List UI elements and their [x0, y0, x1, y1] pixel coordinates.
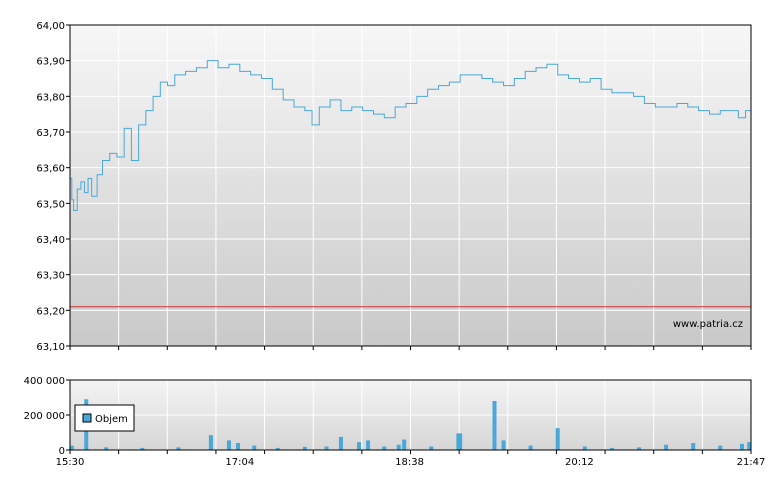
volume-bar	[402, 439, 407, 450]
watermark-text: www.patria.cz	[673, 319, 743, 330]
volume-bar	[226, 440, 231, 450]
price-y-tick-label: 63,10	[36, 342, 65, 353]
volume-bar	[366, 440, 371, 450]
price-y-tick-label: 63,40	[36, 235, 65, 246]
volume-bar	[69, 445, 74, 450]
legend-label: Objem	[95, 414, 128, 425]
volume-bar	[747, 442, 752, 450]
volume-bar	[208, 435, 213, 450]
volume-x-tick-label: 17:04	[225, 457, 254, 468]
volume-bar	[382, 446, 387, 450]
volume-bar	[104, 447, 109, 450]
volume-bar	[528, 445, 533, 450]
volume-bar	[324, 446, 329, 450]
price-y-tick-label: 63,80	[36, 92, 65, 103]
volume-bar	[176, 447, 181, 450]
volume-bar	[555, 428, 560, 450]
volume-y-tick-label: 400 000	[24, 376, 65, 387]
volume-bar	[140, 447, 145, 450]
volume-x-tick-label: 18:38	[395, 457, 424, 468]
volume-x-tick-label: 21:47	[737, 457, 766, 468]
volume-bar	[739, 443, 744, 450]
volume-bar	[275, 447, 280, 450]
volume-bar	[357, 442, 362, 450]
volume-y-axis: 0 200 000 400 000	[24, 376, 70, 457]
volume-bar	[609, 447, 614, 450]
volume-bar	[637, 447, 642, 450]
volume-bar	[501, 440, 506, 450]
price-y-tick-label: 63,90	[36, 57, 65, 68]
price-y-axis: 63,10 63,20 63,30 63,40 63,50 63,60 63,70 63,80…	[36, 21, 70, 353]
volume-x-axis: 15:30 17:04 18:38 20:12 21:47	[56, 450, 766, 468]
volume-bar	[664, 444, 669, 450]
volume-bar	[338, 436, 343, 450]
volume-bar	[691, 443, 696, 450]
volume-grid	[70, 380, 751, 450]
volume-bar	[252, 445, 257, 450]
price-x-ticks	[69, 346, 752, 350]
volume-bar	[458, 433, 463, 450]
volume-legend: Objem	[74, 404, 135, 432]
volume-x-tick-label: 20:12	[565, 457, 594, 468]
volume-x-tick-label: 15:30	[56, 457, 85, 468]
price-y-tick-label: 63,70	[36, 128, 65, 139]
volume-bar	[582, 446, 587, 450]
volume-bar	[718, 445, 723, 450]
price-y-tick-label: 63,30	[36, 271, 65, 282]
volume-bar	[492, 401, 497, 450]
price-y-tick-label: 63,20	[36, 306, 65, 317]
legend-swatch	[82, 413, 92, 423]
price-y-tick-label: 64,00	[36, 21, 65, 32]
volume-y-tick-label: 200 000	[24, 411, 65, 422]
volume-bar	[429, 446, 434, 450]
price-y-tick-label: 63,60	[36, 164, 65, 175]
price-y-tick-label: 63,50	[36, 199, 65, 210]
volume-y-tick-label: 0	[59, 446, 65, 457]
volume-bar	[235, 443, 240, 450]
volume-bar	[396, 444, 401, 450]
price-line	[70, 60, 752, 211]
volume-bar	[302, 446, 307, 450]
